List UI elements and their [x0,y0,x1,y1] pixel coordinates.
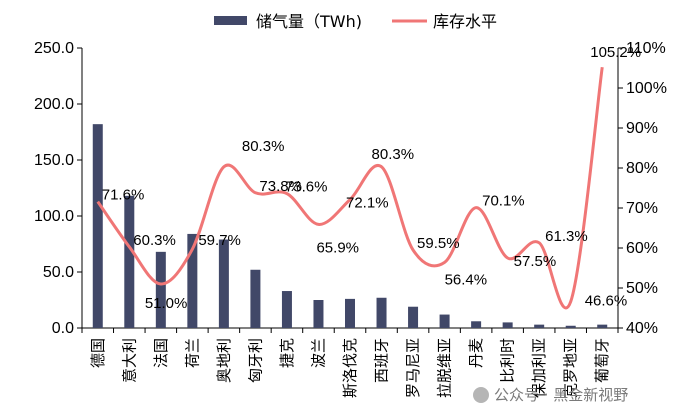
bar [376,297,387,328]
category-label: 意大利 [120,338,138,383]
bar [597,324,608,328]
bar [250,269,261,328]
category-label: 克罗地亚 [562,338,580,398]
data-label: 105.2% [590,44,641,61]
data-label: 59.7% [198,232,241,249]
bar [155,251,166,328]
wechat-icon [473,387,489,403]
bar [187,233,198,328]
axes: 0.0 50.0 100.0 150.0 200.0 250.0 40% 50% 60% 70% 8… [34,40,667,337]
bar [92,124,103,328]
data-label: 73.8% [259,178,302,195]
y-right-tick-label: 100% [626,80,667,97]
category-label: 拉脱维亚 [436,338,454,398]
category-label: 保加利亚 [530,338,548,398]
watermark-text: 公众号 · 黑金新视野 [494,386,628,404]
data-label: 56.4% [445,271,488,288]
category-label: 法国 [152,338,170,368]
bar [534,324,545,328]
bar [124,195,135,328]
y-left-tick-label: 250.0 [34,40,74,57]
bar [313,300,324,328]
watermark: 公众号 · 黑金新视野 [473,386,628,404]
y-right-tick-label: 110% [626,40,666,57]
y-left-tick-label: 150.0 [34,152,74,169]
legend-bar-label: 储气量（TWh) [256,12,362,31]
y-right-tick-label: 40% [626,320,658,337]
data-label: 61.3% [545,228,588,245]
y-left-tick-label: 100.0 [34,208,74,225]
y-right-tick-label: 70% [626,200,658,217]
legend: 储气量（TWh) 库存水平 [214,12,497,31]
y-right-tick-label: 80% [626,160,658,177]
data-label: 80.3% [372,146,415,163]
category-label: 丹麦 [467,338,485,368]
y-right-tick-label: 50% [626,280,658,297]
bar [502,322,513,328]
category-label: 德国 [89,338,107,368]
data-labels: 71.6% 60.3% 51.0% 59.7% 80.3% 73.8%73.6% 65.9%… [102,44,641,312]
category-label: 罗马尼亚 [404,338,422,398]
y-left-tick-label: 200.0 [34,96,74,113]
y-left-tick-label: 0.0 [52,320,74,337]
bar-series [92,124,608,328]
data-label: 46.6% [585,293,628,310]
bar [281,291,292,328]
data-label: 73.6% [285,179,328,196]
bar [565,325,576,328]
data-label: 59.5% [417,235,460,252]
data-label: 72.1% [346,195,389,212]
data-label: 70.1% [482,193,525,210]
category-label: 西班牙 [373,338,391,383]
bar [218,239,229,328]
category-label: 荷兰 [183,338,201,368]
category-label: 波兰 [309,338,327,368]
bar [345,298,355,328]
category-label: 斯洛伐克 [341,338,359,398]
line-series [96,67,604,310]
line-path [96,67,604,310]
data-label: 60.3% [133,232,176,249]
bar [408,306,419,328]
legend-line-label: 库存水平 [433,12,497,31]
category-label: 匈牙利 [246,338,264,383]
data-label: 57.5% [514,253,557,270]
data-label: 71.6% [102,187,145,204]
bar [471,321,482,328]
data-label: 51.0% [145,295,188,312]
bar [439,314,450,328]
category-label: 奥地利 [215,338,233,383]
category-labels: 德国 意大利 法国 荷兰 奥地利 匈牙利 捷克 波兰 斯洛伐克 西班牙 罗马尼亚 拉脱维亚 丹麦 比利时保… [89,338,611,398]
data-label: 80.3% [242,138,285,155]
category-label: 葡萄牙 [593,338,611,383]
data-label: 65.9% [316,239,359,256]
category-label: 捷克 [278,338,296,368]
y-left-tick-label: 50.0 [43,264,74,281]
category-label: 比利时 [499,338,517,383]
y-right-tick-label: 60% [626,240,658,257]
y-right-tick-label: 90% [626,120,658,137]
legend-bar-swatch [214,16,247,25]
